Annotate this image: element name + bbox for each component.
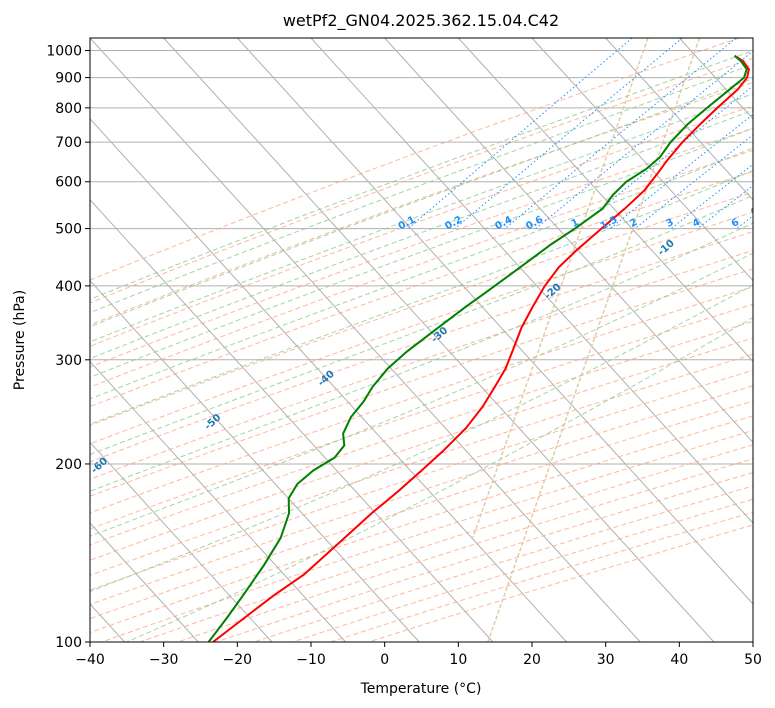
isotherm-line (531, 38, 753, 282)
dry-adiabat-line (90, 127, 753, 368)
y-axis-title: Pressure (hPa) (12, 290, 28, 390)
plot-frame (89, 37, 754, 643)
y-tick-label: 300 (55, 353, 82, 369)
dry-adiabat-line (90, 303, 753, 530)
y-tick-label: 100 (55, 635, 82, 651)
y-tick-label: 900 (55, 71, 82, 87)
mixing-ratio-label: 4 (691, 217, 702, 230)
x-tick-label: 10 (449, 652, 467, 668)
isotherm-line (90, 198, 494, 642)
isotherm-line (457, 38, 753, 363)
isotherm-line (90, 360, 346, 642)
dry-adiabat-line (90, 320, 753, 546)
dry-adiabat-line (90, 105, 753, 347)
mixing-ratio-line (765, 38, 775, 229)
y-tick-label: 600 (55, 175, 82, 191)
mixing-ratio-line (609, 113, 753, 229)
mixing-ratio-line (670, 163, 753, 229)
isotherm-line (90, 522, 199, 642)
moist-adiabat-line (90, 63, 753, 314)
x-tick-label: −40 (75, 652, 105, 668)
moist-adiabat-line (90, 78, 753, 328)
dry-adiabat-label: 0 (749, 205, 762, 218)
dry-adiabat-line (90, 170, 753, 408)
moist-adiabat-line (90, 252, 753, 537)
moist-adiabat-line (90, 109, 753, 360)
y-tick-label: 1000 (46, 44, 82, 60)
mixing-ratio-line (454, 38, 683, 229)
mixing-ratio-label: 1 (570, 217, 581, 230)
dry-adiabat-line (90, 337, 753, 561)
axes: −40 −30 −20 −10 0 10 20 30 40 5010009008007006005… (46, 44, 762, 668)
x-tick-label: 30 (597, 652, 615, 668)
mixing-ratio-label: 3 (664, 217, 675, 230)
moist-adiabat-line (126, 316, 753, 642)
isotherm-line (163, 38, 715, 642)
dry-adiabat-line (90, 249, 753, 480)
y-tick-label: 400 (55, 279, 82, 295)
isotherm-line (752, 38, 753, 39)
x-tick-label: 40 (670, 652, 688, 668)
dry-adiabat-line (90, 268, 753, 497)
y-tick-label: 500 (55, 222, 82, 238)
lcl-curve-line (472, 38, 649, 539)
temperature-profile-line (212, 54, 750, 642)
isotherm-line (90, 441, 273, 642)
background-lines (90, 38, 775, 642)
moist-adiabat-line (90, 147, 753, 400)
data-lines (207, 54, 750, 642)
lcl-curve-line (487, 38, 701, 642)
dry-adiabat-line (90, 38, 740, 281)
moist-adiabat-line (90, 169, 753, 425)
isotherm-line (90, 38, 641, 642)
dry-adiabat-line (90, 286, 753, 514)
x-tick-label: 50 (744, 652, 762, 668)
x-tick-label: 0 (380, 652, 389, 668)
dewpoint-profile-line (207, 54, 748, 642)
mixing-ratio-label: 8 (758, 217, 769, 230)
mixing-ratio-label: 6 (730, 217, 741, 230)
mixing-ratio-line (504, 38, 737, 229)
moist-adiabat-line (90, 93, 753, 343)
dry-adiabat-line (90, 369, 753, 591)
mixing-ratio-line (407, 38, 633, 229)
mixing-ratio-line (576, 85, 753, 229)
isotherm-line (90, 279, 420, 642)
x-tick-label: −30 (149, 652, 179, 668)
moist-adiabat-line (90, 127, 753, 378)
isotherm-line (384, 38, 753, 444)
isotherm-line (605, 38, 753, 201)
dry-adiabat-line (90, 385, 753, 606)
x-axis-title: Temperature (°C) (360, 681, 482, 697)
dry-adiabat-line (90, 57, 753, 304)
x-tick-label: −10 (296, 652, 326, 668)
moist-adiabat-line (90, 50, 753, 300)
x-tick-label: 20 (523, 652, 541, 668)
x-tick-label: −20 (223, 652, 253, 668)
y-tick-label: 200 (55, 457, 82, 473)
isotherm-line (90, 118, 567, 642)
chart-title: wetPf2_GN04.2025.362.15.04.C42 (283, 11, 559, 31)
y-tick-label: 700 (55, 135, 82, 151)
y-tick-label: 800 (55, 101, 82, 117)
mixing-ratio-label: 2 (628, 217, 639, 230)
